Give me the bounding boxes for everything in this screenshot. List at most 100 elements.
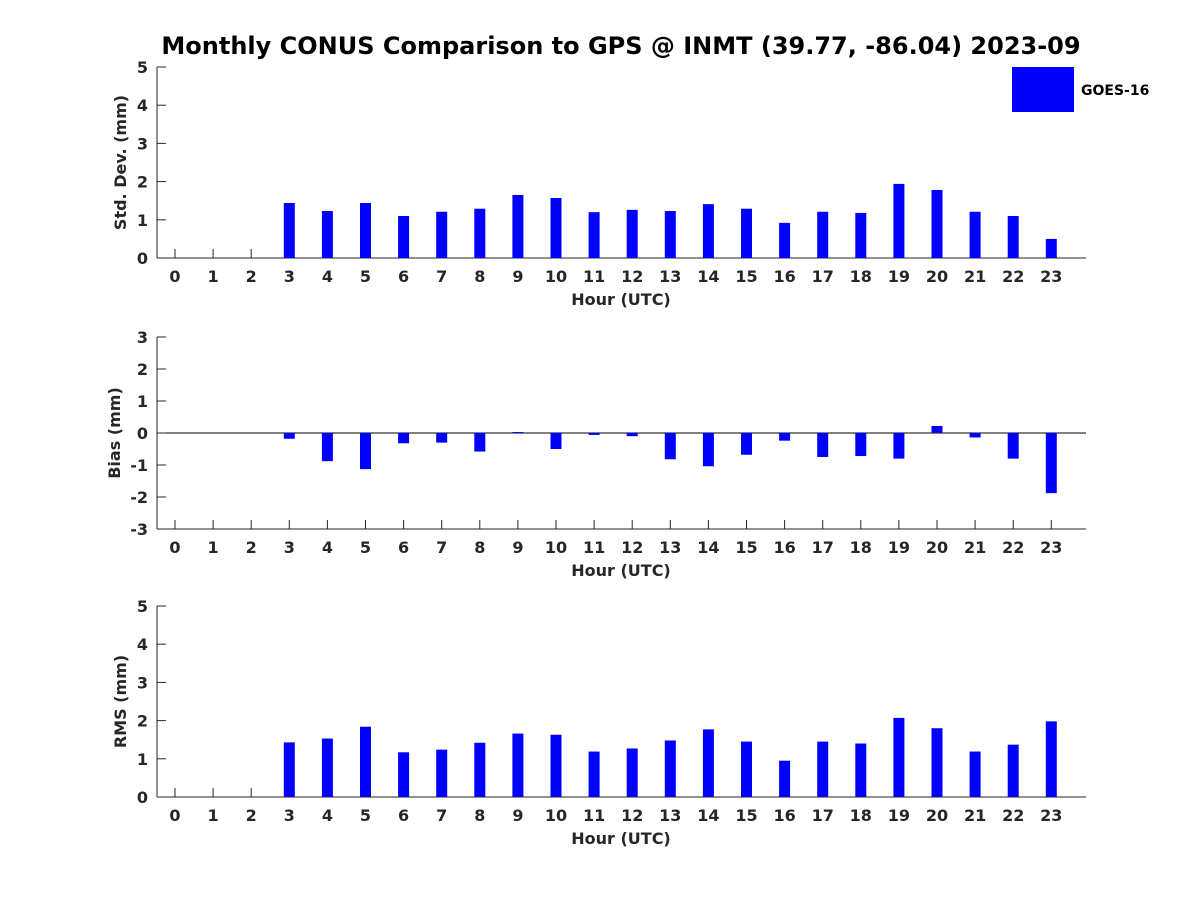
x-tick-label: 20	[926, 267, 948, 286]
x-tick-label: 10	[545, 538, 567, 557]
x-tick-label: 5	[360, 267, 371, 286]
y-tick-label: 1	[137, 392, 148, 411]
bar	[702, 729, 714, 797]
x-tick-label: 19	[888, 267, 910, 286]
bar	[588, 751, 600, 797]
legend: GOES-16	[1012, 67, 1149, 112]
x-tick-label: 14	[697, 806, 719, 825]
x-tick-label: 20	[926, 538, 948, 557]
y-tick-label: 1	[137, 750, 148, 769]
x-tick-label: 23	[1040, 267, 1062, 286]
x-tick-label: 7	[436, 538, 447, 557]
x-tick-label: 19	[888, 538, 910, 557]
x-tick-label: 13	[659, 267, 681, 286]
x-tick-label: 3	[284, 267, 295, 286]
y-tick-label: -3	[130, 520, 148, 539]
x-tick-label: 5	[360, 806, 371, 825]
x-tick-label: 22	[1002, 267, 1024, 286]
x-tick-label: 2	[246, 538, 257, 557]
bar	[512, 432, 524, 434]
x-tick-label: 9	[512, 538, 523, 557]
x-tick-label: 23	[1040, 538, 1062, 557]
bar	[626, 748, 638, 797]
bar	[360, 433, 371, 470]
x-tick-label: 19	[888, 806, 910, 825]
x-tick-label: 18	[850, 267, 872, 286]
x-tick-label: 1	[208, 267, 219, 286]
bar	[1045, 721, 1057, 797]
bar	[398, 752, 410, 797]
y-tick-label: 4	[137, 96, 148, 115]
x-tick-label: 10	[545, 267, 567, 286]
x-tick-label: 18	[850, 538, 872, 557]
bar	[702, 204, 714, 258]
x-tick-label: 7	[436, 267, 447, 286]
x-tick-label: 6	[398, 267, 409, 286]
bar	[436, 433, 448, 443]
bar	[969, 433, 981, 438]
bar	[283, 742, 295, 797]
bar	[436, 211, 448, 258]
x-tick-label: 15	[735, 267, 757, 286]
x-tick-label: 12	[621, 267, 643, 286]
chart-title: Monthly CONUS Comparison to GPS @ INMT (…	[161, 32, 1080, 60]
x-tick-label: 17	[812, 806, 834, 825]
bar	[474, 742, 486, 797]
bar	[893, 717, 905, 797]
x-tick-label: 6	[398, 538, 409, 557]
bar	[702, 433, 714, 467]
x-tick-label: 13	[659, 806, 681, 825]
x-tick-label: 2	[246, 267, 257, 286]
legend-label: GOES-16	[1081, 83, 1149, 99]
x-tick-label: 3	[284, 538, 295, 557]
y-tick-label: 2	[137, 360, 148, 379]
x-tick-label: 22	[1002, 538, 1024, 557]
x-tick-label: 8	[474, 806, 485, 825]
y-tick-label: 3	[137, 134, 148, 153]
x-tick-label: 1	[208, 538, 219, 557]
x-tick-label: 12	[621, 806, 643, 825]
x-tick-label: 10	[545, 806, 567, 825]
bar	[550, 433, 562, 449]
x-tick-label: 21	[964, 806, 986, 825]
x-tick-label: 6	[398, 806, 409, 825]
bar	[779, 433, 791, 441]
x-tick-label: 5	[360, 538, 371, 557]
x-tick-label: 7	[436, 806, 447, 825]
x-tick-label: 3	[284, 806, 295, 825]
bar	[931, 728, 943, 797]
y-tick-label: -2	[130, 488, 148, 507]
bar	[436, 749, 448, 797]
bar	[741, 433, 752, 455]
x-tick-label: 21	[964, 267, 986, 286]
bar	[360, 202, 371, 258]
y-axis-label: Std. Dev. (mm)	[111, 95, 130, 230]
y-tick-label: 4	[137, 635, 148, 654]
y-tick-label: 0	[137, 788, 148, 807]
bar	[893, 183, 905, 258]
x-tick-label: 15	[735, 538, 757, 557]
x-tick-label: 20	[926, 806, 948, 825]
x-tick-label: 11	[583, 806, 605, 825]
bar	[931, 425, 943, 433]
bar	[931, 190, 943, 258]
bar	[321, 211, 333, 258]
bar	[1007, 433, 1019, 459]
x-tick-label: 0	[169, 538, 180, 557]
x-tick-label: 23	[1040, 806, 1062, 825]
y-tick-label: 0	[137, 249, 148, 268]
bar	[550, 734, 562, 797]
x-tick-label: 4	[322, 806, 333, 825]
bar	[588, 212, 600, 258]
bar	[1007, 744, 1019, 797]
bar	[512, 194, 524, 258]
bar	[779, 222, 791, 258]
x-tick-label: 11	[583, 538, 605, 557]
x-tick-label: 17	[812, 267, 834, 286]
bar	[283, 433, 295, 439]
y-tick-label: 3	[137, 673, 148, 692]
bar	[474, 433, 486, 452]
x-tick-label: 9	[512, 267, 523, 286]
